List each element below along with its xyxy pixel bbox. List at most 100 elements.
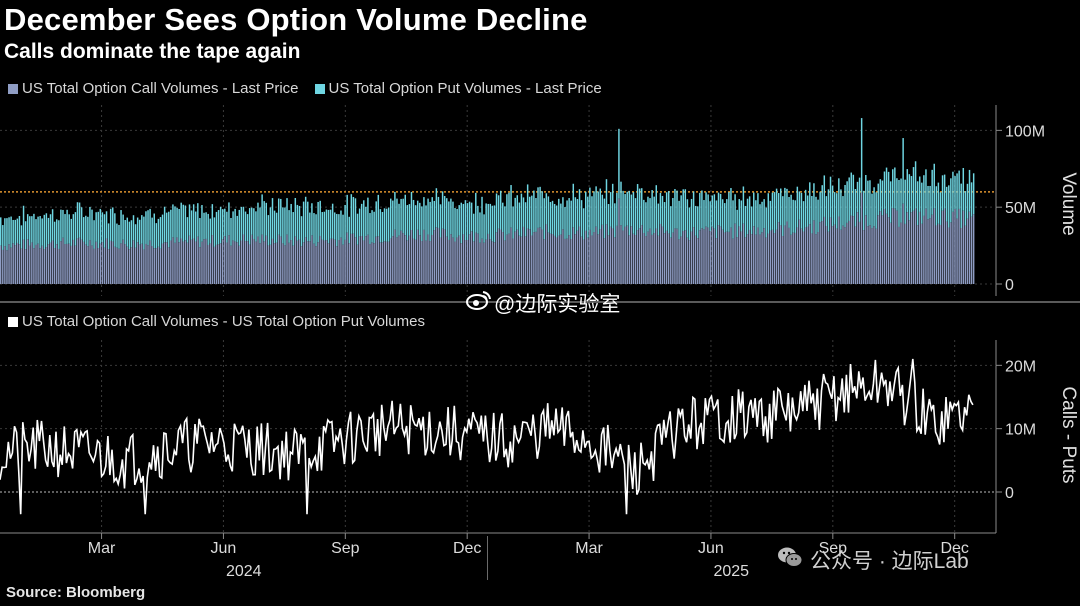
bar-calls <box>209 243 211 284</box>
bar-calls <box>734 223 736 284</box>
bar-puts <box>288 210 290 243</box>
bar-puts <box>475 192 477 233</box>
bar-calls <box>806 226 809 284</box>
y-tick-label-top: 50M <box>1005 200 1036 217</box>
bar-puts <box>271 198 274 239</box>
legend-label-diff: US Total Option Call Volumes - US Total … <box>22 313 425 330</box>
bar-calls <box>109 240 112 284</box>
bar-puts <box>454 208 456 242</box>
bar-calls <box>141 243 143 284</box>
bar-calls <box>381 242 384 284</box>
bar-puts <box>263 201 265 242</box>
bar-puts <box>273 210 276 244</box>
bar-calls <box>852 216 855 284</box>
bar-puts <box>155 223 158 249</box>
bar-puts <box>112 207 114 242</box>
bar-puts <box>846 181 848 223</box>
bar-puts <box>686 199 689 238</box>
bar-puts <box>416 200 419 230</box>
bar-calls <box>518 235 521 284</box>
bar-calls <box>464 240 467 284</box>
bars-layer <box>0 118 975 284</box>
bar-calls <box>495 232 498 284</box>
bar-calls <box>497 228 500 284</box>
bar-calls <box>224 236 226 284</box>
bar-puts <box>599 188 601 230</box>
bar-puts <box>257 202 259 237</box>
bar-puts <box>201 205 203 242</box>
bar-calls <box>153 248 155 284</box>
weibo-icon <box>466 289 492 317</box>
bar-puts <box>147 210 149 246</box>
bar-calls <box>221 239 224 284</box>
bar-puts <box>516 195 519 230</box>
bar-calls <box>854 226 857 284</box>
bar-puts <box>537 187 539 228</box>
bar-calls <box>99 243 102 284</box>
bar-puts <box>578 189 581 227</box>
bar-calls <box>452 237 454 284</box>
bar-calls <box>39 248 41 284</box>
bar-calls <box>715 238 718 284</box>
bar-calls <box>481 238 483 284</box>
bar-calls <box>93 248 95 284</box>
bar-calls <box>315 246 317 284</box>
bar-calls <box>172 237 174 284</box>
bar-calls <box>219 243 222 284</box>
bar-puts <box>746 198 749 235</box>
bar-puts <box>796 186 799 228</box>
bar-puts <box>775 188 778 230</box>
bar-puts <box>421 206 423 242</box>
bar-puts <box>831 185 834 227</box>
bar-puts <box>605 179 608 225</box>
bar-calls <box>192 238 195 284</box>
bar-puts <box>367 197 369 235</box>
bar-puts <box>728 192 730 232</box>
bar-puts <box>213 217 216 247</box>
bar-puts <box>921 182 923 224</box>
bar-puts <box>765 207 767 238</box>
bar-puts <box>197 203 199 237</box>
bar-calls <box>630 226 633 284</box>
bar-puts <box>450 198 452 235</box>
bar-puts <box>427 198 429 235</box>
bar-puts <box>742 186 745 224</box>
chart-title: December Sees Option Volume Decline <box>4 2 588 37</box>
bar-puts <box>757 193 759 228</box>
bar-puts <box>865 175 867 216</box>
bar-puts <box>199 218 201 248</box>
bar-calls <box>232 240 234 284</box>
bar-calls <box>836 228 838 284</box>
bar-puts <box>941 175 944 211</box>
bar-calls <box>107 249 110 284</box>
bar-puts <box>246 214 249 242</box>
bar-calls <box>510 227 512 284</box>
bar-calls <box>692 227 695 284</box>
bar-puts <box>499 190 502 230</box>
bar-puts <box>821 185 823 222</box>
bar-calls <box>259 243 261 284</box>
bar-puts <box>174 206 176 243</box>
bar-puts <box>786 188 788 222</box>
bar-puts <box>726 199 728 232</box>
bar-puts <box>528 196 531 230</box>
bar-calls <box>562 229 564 284</box>
bar-puts <box>414 205 417 240</box>
bar-calls <box>761 232 763 284</box>
bar-calls <box>545 224 548 284</box>
bar-puts <box>558 198 560 236</box>
bar-puts <box>141 215 143 244</box>
bar-puts <box>609 192 612 227</box>
bar-puts <box>564 207 566 239</box>
bar-calls <box>653 233 655 284</box>
bar-calls <box>4 246 6 284</box>
bar-puts <box>954 176 956 209</box>
bar-calls <box>767 233 770 284</box>
bar-calls <box>750 234 753 284</box>
bar-calls <box>105 238 108 284</box>
bar-calls <box>713 228 716 284</box>
bar-calls <box>827 231 830 284</box>
bar-calls <box>954 208 956 284</box>
bar-puts <box>734 194 736 224</box>
bar-calls <box>674 228 676 284</box>
